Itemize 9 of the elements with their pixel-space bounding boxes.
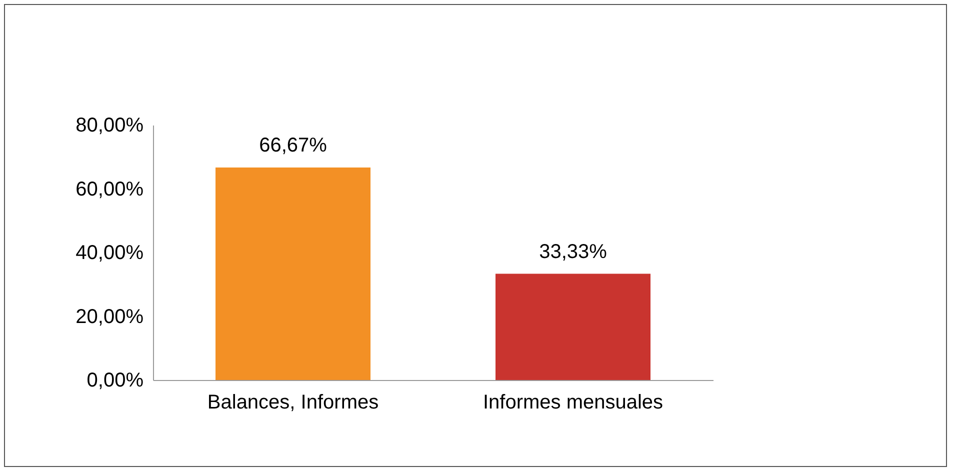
x-tick-label: Balances, Informes [207, 392, 379, 414]
x-tick-label: Informes mensuales [482, 392, 664, 414]
y-tick-label: 80,00% [76, 114, 144, 136]
y-tick-label: 40,00% [76, 242, 144, 264]
y-tick-label: 0,00% [86, 370, 144, 392]
data-label: 33,33% [539, 240, 608, 263]
data-label: 66,67% [259, 134, 328, 156]
y-tick-label: 20,00% [76, 306, 144, 328]
y-tick-label: 60,00% [76, 178, 144, 200]
